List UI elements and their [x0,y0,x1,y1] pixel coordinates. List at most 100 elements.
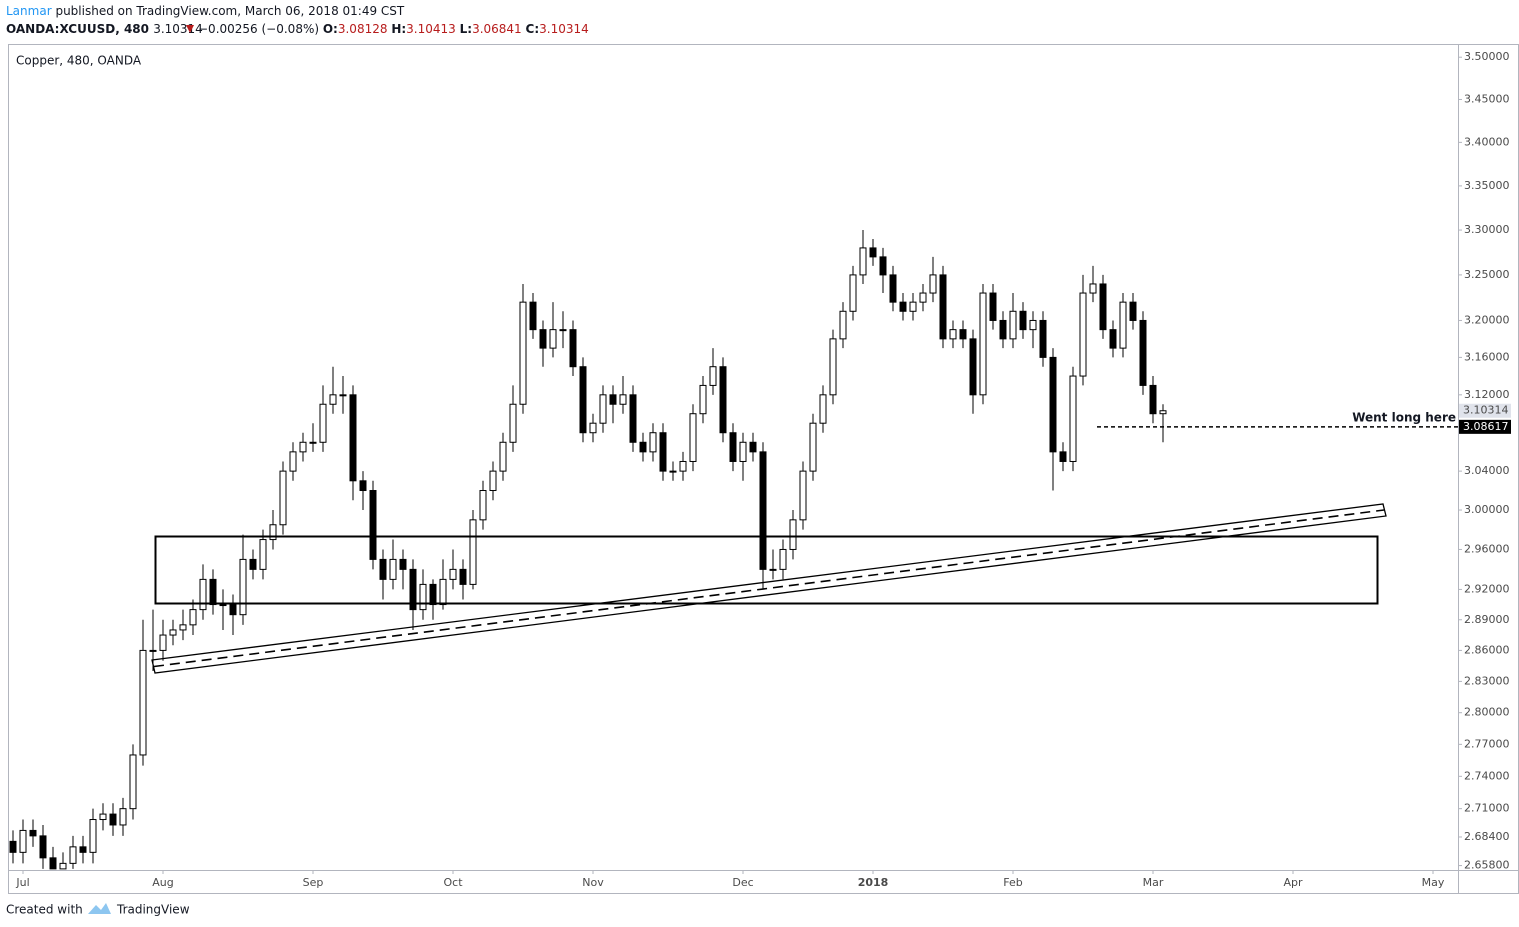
candle-body [909,301,917,312]
y-tick-label: 2.65800 [1464,859,1510,872]
ohlc-label: O: [323,22,338,36]
candle-body [619,394,627,405]
footer-text: Created with [6,903,83,917]
x-tick-label: Jul [15,876,29,889]
tradingview-logo[interactable] [88,903,111,914]
candle-body [39,835,47,859]
header-line-1: Lanmar published on TradingView.com, Mar… [6,4,405,18]
ohlc-value: 3.06841 [472,22,522,36]
candle-body [379,558,387,580]
candle-body [629,394,637,443]
x-tick-label: May [1422,876,1445,889]
candle-body [999,319,1007,340]
y-tick-label: 3.35000 [1464,179,1510,192]
ohlc-label: C: [526,22,540,36]
last-price-label: 3.10314 [1463,404,1509,417]
candle-body [589,422,597,434]
candle-body [829,338,837,396]
x-tick-label: Dec [732,876,753,889]
candle-body [1149,384,1157,415]
footer-brand[interactable]: TradingView [116,903,190,917]
candle-body [489,470,497,492]
candle-body [649,432,657,453]
candle-body [659,432,667,472]
candle-body [289,451,297,472]
candle-body [189,609,197,626]
candle-body [329,394,337,405]
y-tick-label: 2.71000 [1464,802,1510,815]
candle-body [1129,301,1137,321]
candle-body [419,583,427,611]
symbol: OANDA:XCUUSD, 480 [6,22,149,36]
y-tick-label: 2.89000 [1464,613,1510,626]
candle-body [229,604,237,616]
y-tick-label: 2.96000 [1464,542,1510,555]
y-tick-label: 3.30000 [1464,223,1510,236]
header-line-2: OANDA:XCUUSD, 480 3.10314 [6,22,203,36]
y-tick-label: 3.20000 [1464,313,1510,326]
candle-body [469,519,477,585]
candle-body [1119,301,1127,349]
candle-body [919,292,927,303]
candle-body [219,604,227,607]
candle-body [409,568,417,611]
x-tick-label: Aug [152,876,173,889]
author[interactable]: Lanmar [6,4,52,18]
y-tick-label: 2.92000 [1464,582,1510,595]
candle-body [319,403,327,443]
candle-body [559,329,567,332]
candle-body [939,274,947,340]
candle-body [349,394,357,482]
candle-body [369,490,377,560]
candle-body [279,470,287,526]
candle-body [499,441,507,472]
candle-body [1079,292,1087,377]
candle-body [839,310,847,340]
candle-body [769,568,777,571]
price: 3.10314 [153,22,203,36]
candle-body [359,480,367,492]
candle-body [79,846,87,853]
candle-body [9,840,17,853]
y-tick-label: 2.68400 [1464,830,1510,843]
candle-body [429,583,437,606]
candle-body [969,338,977,396]
y-tick-label: 3.40000 [1464,135,1510,148]
candle-body [479,490,487,521]
candle-body [509,403,517,443]
candle-body [119,808,127,826]
candle-body [979,292,987,396]
candle-body [849,274,857,312]
candle-body [19,829,27,853]
candle-body [99,813,107,821]
y-tick-label: 2.74000 [1464,769,1510,782]
candle-body [339,394,347,397]
candle-body [159,634,167,651]
candle-body [549,329,557,349]
candle-body [1029,319,1037,331]
candle-body [249,558,257,570]
candle-body [729,432,737,462]
candle-body [149,649,157,652]
candle-body [1099,283,1107,331]
candle-body [1039,319,1047,358]
y-tick-label: 3.00000 [1464,503,1510,516]
chart-title: Copper, 480, OANDA [16,54,142,68]
candle-body [129,754,137,810]
candle-body [169,629,177,636]
candle-body [749,441,757,453]
candle-body [879,256,887,276]
x-tick-label: Sep [303,876,324,889]
candle-body [299,441,307,453]
candle-body [539,329,547,349]
candle-body [1059,451,1067,462]
candle-body [1089,283,1097,294]
x-tick-label: Mar [1143,876,1164,889]
candle-body [1069,375,1077,462]
candle-body [639,441,647,453]
candle-body [439,578,447,606]
candle-body [529,301,537,331]
candle-body [209,578,217,606]
candle-body [739,441,747,462]
